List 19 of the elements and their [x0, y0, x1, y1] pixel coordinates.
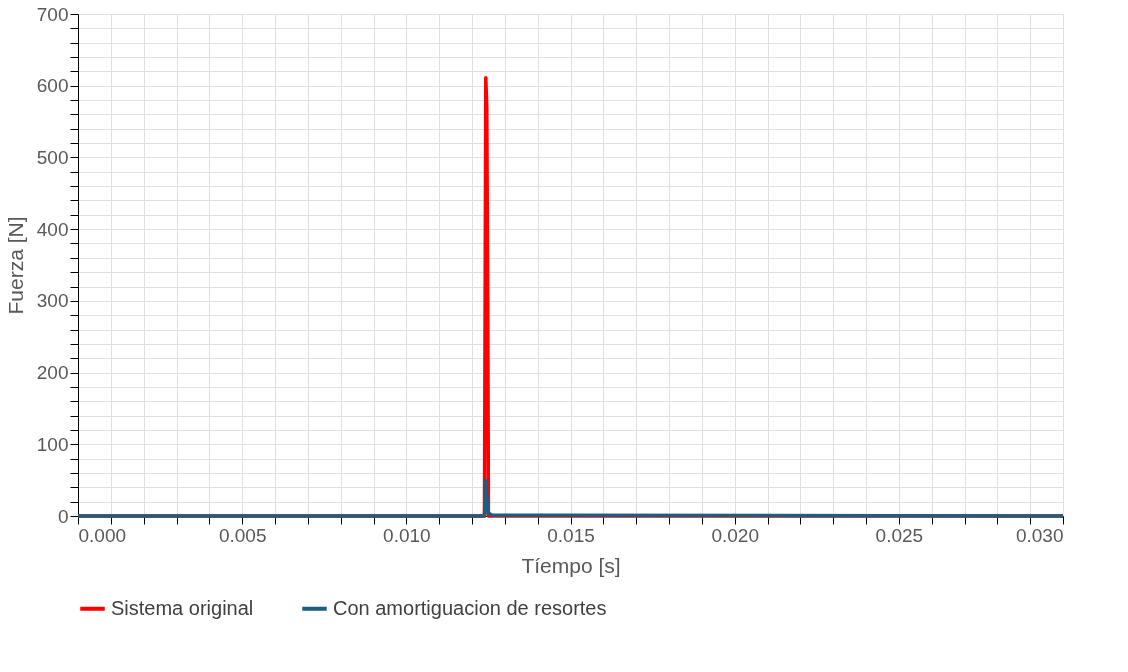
y-tick-label: 300	[36, 290, 69, 312]
y-tick-label: 0	[57, 505, 69, 527]
y-tick-label: 100	[36, 433, 69, 455]
y-tick-label: 400	[36, 218, 69, 240]
y-tick-label: 500	[36, 146, 69, 168]
x-axis-title: Tíempo [s]	[521, 553, 621, 577]
y-tick-label: 600	[36, 75, 69, 97]
x-tick-label: 0.010	[383, 524, 431, 546]
legend-label: Con amortiguacion de resortes	[333, 596, 607, 619]
y-tick-label: 700	[36, 3, 69, 25]
text: 0.000	[78, 524, 127, 546]
x-tick-label: 0.025	[875, 524, 924, 546]
x-tick-label: 0.005	[218, 524, 267, 546]
x-tick-label: 0.020	[711, 524, 759, 546]
y-tick-label: 200	[36, 362, 69, 384]
y-axis-title: Fuerza [N]	[3, 216, 27, 315]
x-tick-label: 0.015	[547, 524, 595, 546]
legend-label: Sistema original	[111, 596, 254, 619]
x-tick-label: 0.030	[1015, 524, 1064, 546]
